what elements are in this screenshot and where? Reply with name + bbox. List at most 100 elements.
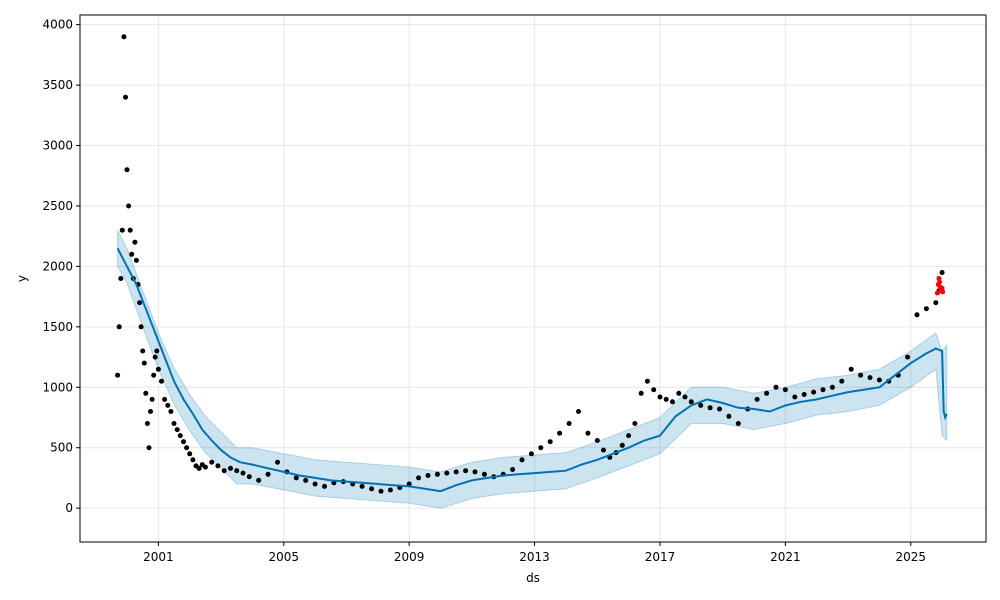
observed-point (378, 488, 384, 494)
observed-point (682, 394, 688, 400)
x-tick-label: 2021 (770, 550, 801, 564)
y-tick-label: 1000 (42, 380, 73, 394)
observed-point (626, 433, 632, 439)
grid-layer (80, 15, 986, 542)
observed-point (196, 465, 202, 471)
observed-point (557, 430, 563, 436)
observed-point (129, 251, 135, 257)
x-tick-label: 2009 (394, 550, 425, 564)
observed-point (293, 475, 299, 481)
observed-point (312, 481, 318, 487)
observed-point (472, 469, 478, 475)
observed-point (246, 474, 252, 480)
observed-point (187, 451, 193, 457)
observed-point (651, 387, 657, 393)
observed-point (215, 463, 221, 469)
observed-point (141, 360, 147, 366)
observed-point (152, 354, 158, 360)
observed-point (181, 439, 186, 445)
observed-point (138, 324, 144, 330)
observed-point (698, 402, 704, 408)
recent-point (937, 279, 943, 285)
observed-point (670, 399, 675, 405)
observed-point (171, 421, 177, 426)
observed-point (265, 471, 271, 477)
observed-point (939, 270, 945, 275)
recent-points-layer (934, 276, 946, 296)
observed-point (644, 378, 650, 384)
y-axis-label: y (15, 275, 29, 282)
observed-point (538, 445, 544, 451)
observed-point (143, 390, 149, 396)
observed-point (576, 409, 581, 414)
observed-point (137, 300, 143, 306)
observed-point (773, 384, 779, 390)
observed-point (116, 324, 122, 330)
observed-point (829, 384, 835, 390)
observed-point (726, 413, 732, 419)
observed-point (256, 477, 262, 483)
observed-point (792, 394, 798, 400)
observed-point (425, 473, 431, 478)
observed-point (754, 396, 760, 402)
observed-point (165, 402, 171, 408)
observed-point (858, 372, 864, 378)
observed-point (811, 389, 817, 395)
observed-point (876, 377, 882, 383)
forecast-line-layer (116, 247, 948, 493)
observed-point (155, 366, 161, 372)
observed-point (619, 442, 625, 448)
observed-point (867, 375, 873, 381)
observed-point (735, 421, 741, 426)
observed-point (322, 483, 327, 489)
x-tick-label: 2005 (268, 550, 299, 564)
observed-point (453, 469, 459, 475)
observed-point (303, 477, 309, 483)
plot-frame (79, 14, 987, 543)
observed-point (481, 471, 487, 477)
observed-point (566, 421, 572, 426)
observed-point (121, 34, 127, 40)
forecast-line (116, 247, 948, 493)
observed-point (406, 481, 412, 487)
observed-point (585, 430, 591, 436)
observed-point (638, 390, 644, 396)
observed-point (221, 468, 227, 474)
observed-point (820, 387, 826, 393)
observed-point (140, 348, 146, 354)
observed-point (676, 390, 682, 396)
observed-point (126, 203, 132, 209)
observed-point (933, 300, 939, 306)
observed-point (149, 396, 155, 402)
observed-point (209, 459, 215, 465)
observed-point (127, 227, 133, 233)
observed-point (839, 378, 845, 384)
x-axis-ticks: 2001 2005 2009 2013 2017 2021 2025 (143, 542, 926, 564)
y-tick-label: 500 (50, 441, 73, 455)
observed-point (905, 354, 911, 360)
x-tick-label: 2001 (143, 550, 174, 564)
observed-point (434, 471, 440, 477)
observed-point (133, 257, 139, 263)
observed-point (632, 421, 638, 426)
observed-point (663, 396, 669, 402)
observed-point (657, 394, 663, 400)
y-tick-label: 1500 (42, 320, 73, 334)
observed-point (190, 457, 196, 463)
observed-point (914, 312, 920, 318)
y-tick-label: 0 (65, 501, 73, 515)
observed-point (547, 439, 553, 445)
observed-point (123, 94, 128, 100)
observed-point (519, 457, 525, 463)
x-tick-label: 2025 (895, 550, 926, 564)
y-tick-label: 3000 (42, 139, 73, 153)
x-axis-label: ds (526, 571, 540, 585)
observed-point (168, 409, 174, 414)
observed-point (782, 387, 788, 393)
observed-point (416, 475, 422, 481)
observed-point (923, 306, 929, 312)
observed-point (369, 486, 375, 492)
observed-point (132, 239, 138, 245)
